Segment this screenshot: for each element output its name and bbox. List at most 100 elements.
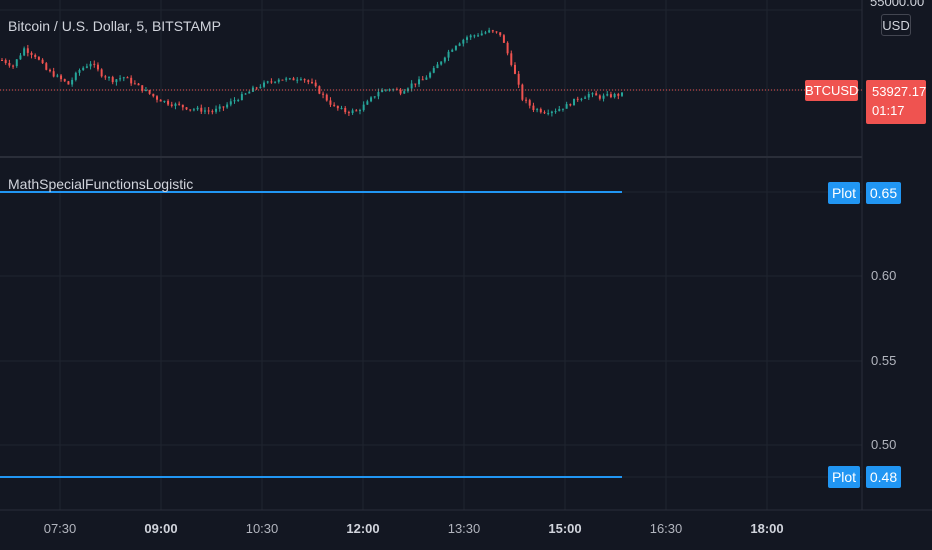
time-tick: 13:30 bbox=[447, 521, 481, 536]
candle-body bbox=[1, 60, 3, 61]
candle-body bbox=[37, 57, 40, 60]
candle-body bbox=[93, 63, 96, 65]
indicator-title[interactable]: MathSpecialFunctionsLogistic bbox=[8, 176, 194, 192]
candle-body bbox=[30, 52, 33, 55]
candle-body bbox=[536, 109, 539, 111]
candle-body bbox=[159, 99, 162, 102]
candle-body bbox=[108, 77, 111, 79]
candle-body bbox=[52, 71, 55, 77]
candle-body bbox=[85, 66, 88, 68]
bar-countdown: 01:17 bbox=[872, 103, 905, 118]
candle-body bbox=[288, 78, 291, 80]
candle-body bbox=[480, 33, 483, 36]
candle-body bbox=[451, 49, 454, 52]
time-tick: 10:30 bbox=[245, 521, 279, 536]
candle-body bbox=[200, 107, 203, 112]
candle-body bbox=[432, 68, 435, 73]
plot-value-lower: 0.48 bbox=[866, 466, 901, 488]
candle-body bbox=[270, 81, 273, 83]
candle-body bbox=[104, 76, 107, 78]
candle-body bbox=[174, 103, 177, 106]
candle-body bbox=[299, 79, 302, 81]
candle-body bbox=[237, 100, 240, 102]
candle-body bbox=[384, 89, 387, 91]
candle-body bbox=[233, 100, 236, 102]
candle-body bbox=[499, 32, 502, 36]
candle-body bbox=[130, 77, 133, 84]
candle-body bbox=[484, 32, 487, 34]
candle-body bbox=[71, 79, 74, 85]
candle-body bbox=[547, 113, 550, 115]
candle-body bbox=[488, 30, 491, 33]
candle-body bbox=[561, 108, 564, 110]
candle-body bbox=[410, 83, 413, 89]
time-tick: 09:00 bbox=[144, 521, 178, 536]
candle-body bbox=[595, 93, 598, 96]
candle-body bbox=[591, 93, 594, 95]
candle-body bbox=[292, 78, 295, 81]
candle-body bbox=[569, 104, 572, 106]
candle-body bbox=[285, 78, 288, 80]
candle-body bbox=[436, 64, 439, 69]
candle-body bbox=[277, 79, 280, 82]
candle-body bbox=[584, 97, 587, 99]
candle-body bbox=[377, 92, 380, 97]
candle-body bbox=[587, 94, 590, 98]
candle-body bbox=[421, 79, 424, 81]
candle-body bbox=[229, 101, 232, 105]
candle-body bbox=[613, 93, 616, 98]
candle-body bbox=[469, 35, 472, 38]
candle-body bbox=[351, 110, 354, 114]
candle-body bbox=[370, 97, 373, 102]
candle-body bbox=[539, 109, 542, 113]
candle-series bbox=[1, 27, 623, 117]
candle-body bbox=[119, 78, 122, 80]
candle-body bbox=[203, 110, 206, 112]
candle-body bbox=[196, 107, 199, 110]
candle-body bbox=[181, 104, 184, 108]
candle-body bbox=[621, 92, 623, 96]
symbol-title[interactable]: Bitcoin / U.S. Dollar, 5, BITSTAMP bbox=[8, 18, 221, 34]
candle-body bbox=[617, 93, 620, 96]
candle-body bbox=[226, 104, 229, 108]
candle-body bbox=[606, 94, 609, 96]
candle-body bbox=[440, 61, 443, 65]
candle-body bbox=[8, 63, 11, 66]
candle-body bbox=[255, 87, 258, 89]
symbol-price-tag: BTCUSD bbox=[805, 80, 858, 101]
candle-body bbox=[573, 98, 576, 106]
candle-body bbox=[362, 104, 365, 111]
candle-body bbox=[609, 94, 612, 98]
price-axis-top-label: 55000.00 bbox=[870, 0, 925, 9]
candle-body bbox=[156, 96, 158, 100]
time-tick: 16:30 bbox=[649, 521, 683, 536]
candle-body bbox=[281, 79, 284, 81]
candle-body bbox=[34, 54, 37, 58]
candle-body bbox=[23, 48, 26, 56]
candle-body bbox=[517, 73, 520, 85]
candle-body bbox=[122, 77, 125, 79]
currency-button[interactable]: USD bbox=[881, 14, 911, 36]
candle-body bbox=[307, 80, 310, 82]
plot-value-upper: 0.65 bbox=[866, 182, 901, 204]
candle-body bbox=[4, 60, 7, 64]
candle-body bbox=[74, 72, 77, 80]
candle-body bbox=[115, 79, 118, 83]
candle-body bbox=[45, 63, 48, 70]
plot-label-lower: Plot bbox=[828, 466, 860, 488]
candle-body bbox=[167, 100, 170, 105]
candle-body bbox=[56, 75, 59, 77]
candle-body bbox=[82, 67, 85, 71]
candle-body bbox=[543, 112, 546, 114]
last-price-value: 53927.17 bbox=[872, 84, 927, 99]
candle-body bbox=[580, 98, 583, 100]
candle-body bbox=[406, 88, 409, 92]
candle-body bbox=[19, 55, 22, 60]
candle-body bbox=[67, 81, 70, 85]
candle-body bbox=[141, 85, 144, 91]
candle-body bbox=[15, 59, 18, 67]
candle-body bbox=[388, 89, 391, 91]
candle-body bbox=[144, 90, 147, 92]
candle-body bbox=[189, 109, 192, 111]
